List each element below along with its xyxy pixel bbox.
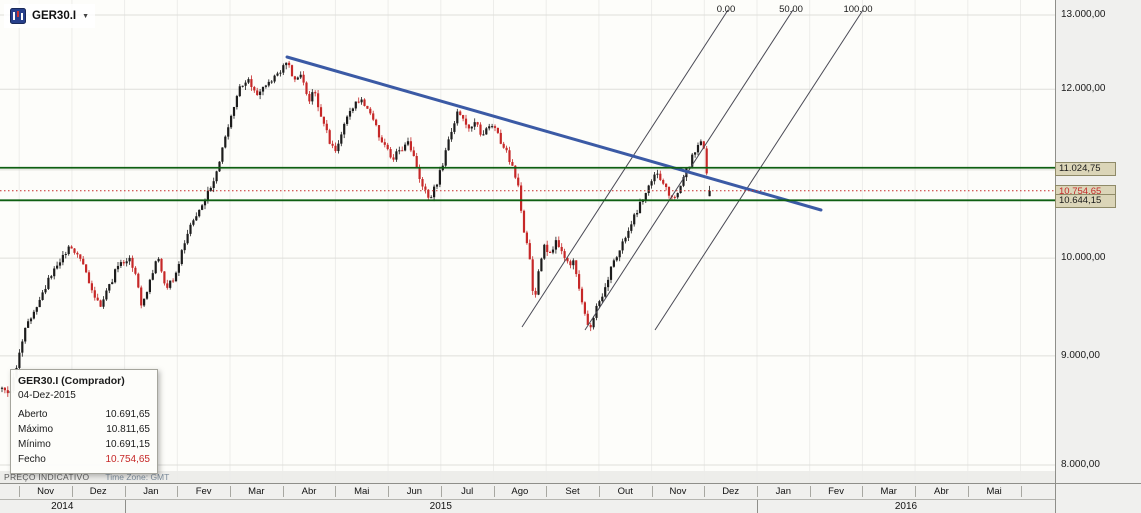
tooltip-row-high: Máximo 10.811,65 [18, 422, 150, 437]
instrument-icon [10, 8, 26, 24]
month-divider [282, 486, 284, 497]
month-divider [546, 486, 548, 497]
instrument-selector[interactable]: GER30.I ▼ [4, 4, 96, 28]
month-label: Fev [828, 486, 844, 497]
tooltip-title: GER30.I (Comprador) [18, 375, 125, 387]
month-divider [862, 486, 864, 497]
month-label: Out [617, 486, 633, 497]
month-divider [757, 486, 758, 497]
timezone-label: Time Zone: GMT [105, 472, 170, 482]
month-divider [230, 486, 231, 497]
y-axis-label: 9.000,00 [1061, 349, 1100, 361]
y-axis-label: 12.000,00 [1061, 83, 1106, 95]
y-axis-label: 13.000,00 [1061, 9, 1106, 20]
month-label: Abr [934, 486, 949, 497]
month-divider [1020, 486, 1022, 497]
tooltip-row-open: Aberto 10.691,65 [18, 407, 150, 422]
month-divider [809, 486, 811, 497]
month-divider [967, 486, 969, 497]
status-bar: PREÇO INDICATIVO Time Zone: GMT [0, 471, 1055, 483]
chart-plot-area[interactable]: 0.00 50.00 100.00 GER30.I ▼ GER30.I (Compr… [0, 0, 1056, 483]
month-divider [651, 486, 653, 497]
month-label: Fev [195, 486, 212, 497]
month-label: Nov [669, 486, 687, 497]
y-axis-label: 8.000,00 [1061, 459, 1100, 470]
tooltip-low-label: Mínimo [18, 439, 51, 450]
month-divider [335, 486, 337, 497]
tooltip-close-label: Fecho [18, 454, 46, 465]
month-label: Dez [722, 486, 740, 497]
month-label: Jul [461, 486, 474, 497]
tooltip-close-value: 10.754,65 [105, 454, 151, 465]
time-axis[interactable]: Nov Dez Jan Fev Mar Abr Mai Jun Jul Ago Set Out Nov D… [0, 483, 1141, 513]
month-divider [177, 486, 179, 497]
axis-corner-divider [1055, 484, 1056, 513]
month-label: Abr [301, 486, 317, 497]
month-divider [71, 486, 73, 497]
year-label: 2015 [429, 501, 452, 512]
month-label: Jan [143, 486, 159, 497]
month-label: Set [565, 486, 580, 497]
year-label: 2016 [894, 501, 918, 512]
month-label: Mar [880, 486, 897, 497]
year-labels-bar: 2014 2015 2016 [0, 500, 1056, 513]
month-divider [598, 486, 600, 497]
month-label: Jan [775, 486, 791, 497]
month-divider [124, 486, 126, 497]
price-badge: 11.024,75 [1055, 161, 1116, 176]
tooltip-low-value: 10.691,15 [105, 439, 151, 450]
month-label: Jun [406, 486, 423, 497]
year-divider [124, 500, 126, 513]
tooltip-row-close: Fecho 10.754,65 [18, 452, 150, 467]
month-label: Nov [37, 486, 54, 497]
month-label: Ago [511, 486, 529, 497]
month-divider [440, 486, 442, 497]
month-divider [704, 486, 706, 497]
candlestick-chart: 0.00 50.00 100.00 [0, 0, 1055, 483]
indicative-price-label: PREÇO INDICATIVO [4, 472, 90, 482]
month-label: Mai [986, 486, 1002, 497]
tooltip-open-value: 10.691,65 [105, 409, 151, 420]
tooltip-row-low: Mínimo 10.691,15 [18, 437, 150, 452]
month-label: Mai [354, 486, 370, 497]
tooltip-high-value: 10.811,65 [106, 424, 150, 435]
chevron-down-icon: ▼ [82, 12, 90, 20]
month-divider [493, 486, 495, 497]
month-label: Dez [89, 486, 107, 497]
month-label: Mar [248, 486, 265, 497]
candles [0, 61, 711, 397]
year-divider [757, 500, 758, 513]
price-badge: 10.644,15 [1055, 194, 1116, 209]
fib-label: 50.00 [779, 4, 803, 15]
month-divider [388, 486, 390, 497]
month-labels-bar: Nov Dez Jan Fev Mar Abr Mai Jun Jul Ago Set Out Nov D… [0, 484, 1056, 500]
fib-label: 0.00 [717, 4, 736, 15]
tooltip-open-label: Aberto [18, 409, 48, 420]
month-divider [19, 486, 21, 497]
month-divider [915, 486, 917, 497]
year-label: 2014 [51, 501, 74, 512]
y-axis-label: 10.000,00 [1061, 252, 1106, 264]
instrument-symbol: GER30.I [32, 10, 77, 22]
fib-label: 100.00 [843, 4, 872, 15]
price-axis[interactable]: 13.000,00 12.000,00 10.000,00 9.000,00 8.000… [1055, 0, 1141, 483]
price-tooltip: GER30.I (Comprador) 04-Dez-2015 Aberto 1… [10, 369, 158, 474]
tooltip-high-label: Máximo [18, 424, 54, 435]
tooltip-date: 04-Dez-2015 [18, 390, 76, 401]
